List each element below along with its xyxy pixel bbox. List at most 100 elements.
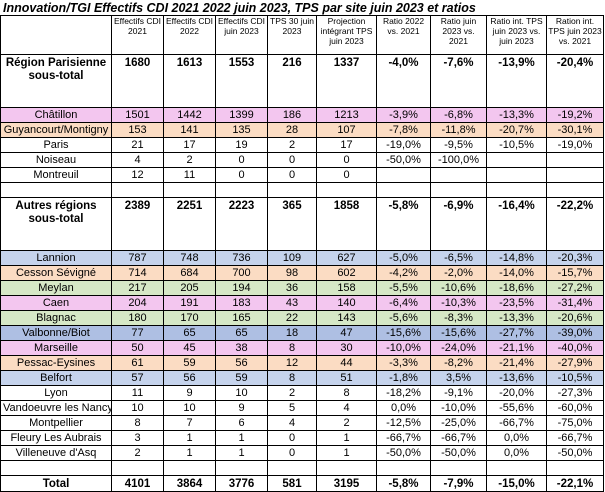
value-cell: 158 xyxy=(316,280,377,296)
header-cell: Ratio 2022 vs. 2021 xyxy=(376,15,431,55)
value-cell: -10,0% xyxy=(376,340,431,356)
value-cell: 787 xyxy=(111,250,164,266)
value-cell: 11 xyxy=(163,167,216,183)
value-cell: -10,3% xyxy=(430,295,487,311)
site-name-cell: Caen xyxy=(0,295,112,311)
value-cell xyxy=(430,167,487,183)
value-cell: 1680 xyxy=(111,54,164,108)
value-cell: 51 xyxy=(316,370,377,386)
table-row: Cesson Sévigné 714 684 700 98 602 -4,2% -2,0% -1… xyxy=(0,265,604,281)
value-cell: 43 xyxy=(267,295,317,311)
value-cell: -20,3% xyxy=(546,250,604,266)
value-cell: -13,9% xyxy=(486,54,547,108)
value-cell: 3864 xyxy=(163,475,216,492)
value-cell: -30,1% xyxy=(546,122,604,138)
value-cell: 77 xyxy=(111,325,164,341)
value-cell: 57 xyxy=(111,370,164,386)
value-cell: 65 xyxy=(215,325,268,341)
value-cell: -1,8% xyxy=(376,370,431,386)
value-cell: -27,2% xyxy=(546,280,604,296)
spacer-row xyxy=(0,460,604,476)
table-row: Meylan 217 205 194 36 158 -5,5% -10,6% -18,6% -27… xyxy=(0,280,604,296)
value-cell: 47 xyxy=(316,325,377,341)
value-cell: 0 xyxy=(267,445,317,461)
value-cell: -12,5% xyxy=(376,415,431,431)
value-cell: 61 xyxy=(111,355,164,371)
value-cell: -6,4% xyxy=(376,295,431,311)
value-cell: 56 xyxy=(163,370,216,386)
value-cell: 9 xyxy=(163,385,216,401)
site-name-cell: Guyancourt/Montigny xyxy=(0,122,112,138)
value-cell: 194 xyxy=(215,280,268,296)
value-cell: -21,4% xyxy=(486,355,547,371)
table-row: Lyon 11 9 10 2 8 -18,2% -9,1% -20,0% -27,3% xyxy=(0,385,604,401)
value-cell: 0 xyxy=(267,152,317,168)
value-cell: 8 xyxy=(111,415,164,431)
value-cell: 45 xyxy=(163,340,216,356)
value-cell: 0 xyxy=(316,152,377,168)
value-cell xyxy=(546,182,604,198)
table-row: Caen 204 191 183 43 140 -6,4% -10,3% -23,5% -31,4… xyxy=(0,295,604,311)
value-cell: -14,0% xyxy=(486,265,547,281)
value-cell xyxy=(486,152,547,168)
value-cell: 170 xyxy=(163,310,216,326)
header-cell: Projection intégrant TPS juin 2023 xyxy=(316,15,377,55)
value-cell: -60,0% xyxy=(546,400,604,416)
value-cell: 65 xyxy=(163,325,216,341)
site-name-cell: Montreuil xyxy=(0,167,112,183)
value-cell: -66,7% xyxy=(376,430,431,446)
value-cell: 191 xyxy=(163,295,216,311)
value-cell: -50,0% xyxy=(546,445,604,461)
value-cell xyxy=(376,167,431,183)
value-cell: 9 xyxy=(215,400,268,416)
value-cell: -3,3% xyxy=(376,355,431,371)
value-cell: -20,0% xyxy=(486,385,547,401)
value-cell: -24,0% xyxy=(430,340,487,356)
value-cell: 3,5% xyxy=(430,370,487,386)
value-cell: 365 xyxy=(267,197,317,251)
site-name-cell: Villeneuve d'Asq xyxy=(0,445,112,461)
value-cell: 1213 xyxy=(316,107,377,123)
value-cell: -75,0% xyxy=(546,415,604,431)
value-cell: 143 xyxy=(316,310,377,326)
table-row: Vandoeuvre les Nancy 10 10 9 5 4 0,0% -10,0% -55… xyxy=(0,400,604,416)
value-cell: -7,9% xyxy=(430,475,487,492)
value-cell: -10,0% xyxy=(430,400,487,416)
table-row: Marseille 50 45 38 8 30 -10,0% -24,0% -21,1% -40,… xyxy=(0,340,604,356)
value-cell: -23,5% xyxy=(486,295,547,311)
value-cell: -19,0% xyxy=(546,137,604,153)
value-cell: 714 xyxy=(111,265,164,281)
value-cell: -6,8% xyxy=(430,107,487,123)
value-cell: -15,0% xyxy=(486,475,547,492)
table-row: Pessac-Eysines 61 59 56 12 44 -3,3% -8,2% -21,4%… xyxy=(0,355,604,371)
value-cell: 2 xyxy=(267,385,317,401)
value-cell: 0,0% xyxy=(486,445,547,461)
value-cell: 627 xyxy=(316,250,377,266)
value-cell xyxy=(546,167,604,183)
value-cell: -11,8% xyxy=(430,122,487,138)
value-cell: 21 xyxy=(111,137,164,153)
total-row: Total 4101 3864 3776 581 3195 -5,8% -7,9% -15,0%… xyxy=(0,475,604,492)
value-cell: -22,1% xyxy=(546,475,604,492)
value-cell: 1501 xyxy=(111,107,164,123)
value-cell: -20,7% xyxy=(486,122,547,138)
value-cell xyxy=(486,167,547,183)
value-cell: -18,6% xyxy=(486,280,547,296)
header-cell: Ratio juin 2023 vs. 2021 xyxy=(430,15,487,55)
value-cell xyxy=(430,460,487,476)
value-cell: 0,0% xyxy=(486,430,547,446)
value-cell: 0 xyxy=(267,167,317,183)
table-row: Guyancourt/Montigny 153 141 135 28 107 -7,8% -1… xyxy=(0,122,604,138)
value-cell: -5,8% xyxy=(376,197,431,251)
value-cell: -25,0% xyxy=(430,415,487,431)
value-cell: 736 xyxy=(215,250,268,266)
value-cell: 10 xyxy=(215,385,268,401)
value-cell: 2 xyxy=(111,445,164,461)
header-cell: TPS 30 juin 2023 xyxy=(267,15,317,55)
site-name-cell: Noiseau xyxy=(0,152,112,168)
table-row: Belfort 57 56 59 8 51 -1,8% 3,5% -13,6% -10,5% xyxy=(0,370,604,386)
value-cell xyxy=(267,182,317,198)
value-cell: 141 xyxy=(163,122,216,138)
value-cell: 11 xyxy=(111,385,164,401)
value-cell: -6,5% xyxy=(430,250,487,266)
